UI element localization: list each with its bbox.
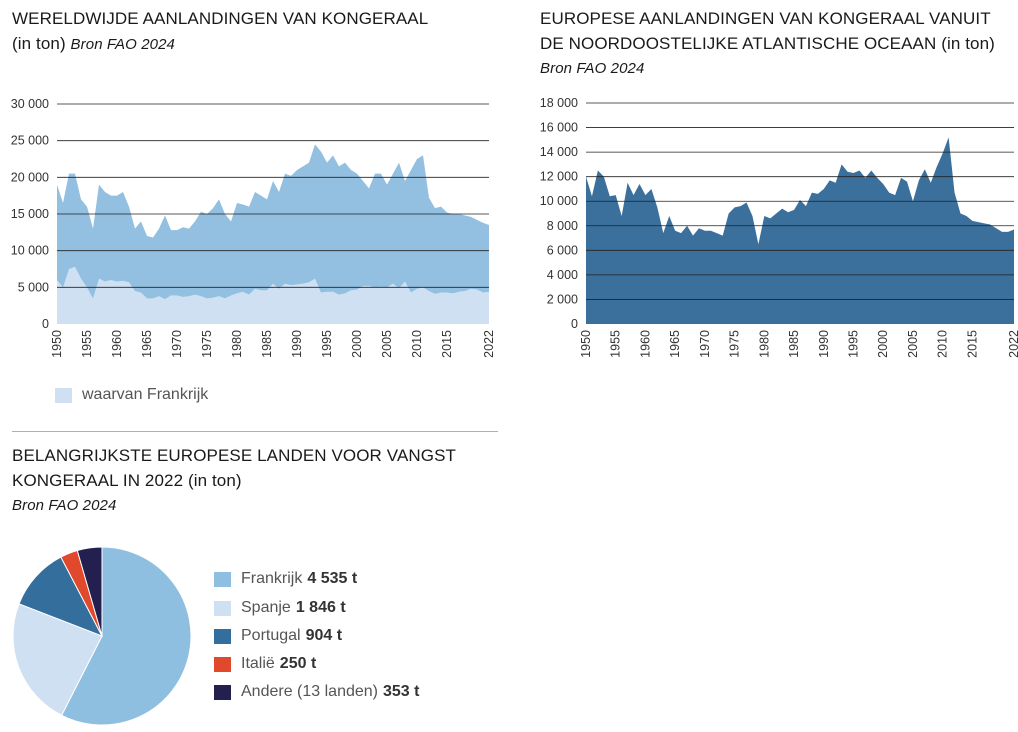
chart1-source: Bron FAO 2024 — [70, 36, 175, 53]
chart2-xtick-3: 1965 — [668, 330, 682, 358]
chart1-xtick-14: 2022 — [482, 330, 496, 358]
chart2-ytick-9: 18 000 — [540, 96, 578, 110]
pie-legend-label-andere-13-landen: Andere (13 landen) — [241, 683, 378, 700]
chart1-xtick-0: 1950 — [50, 330, 64, 358]
chart1-title: WERELDWIJDE AANLANDINGEN VAN KONGERAAL (… — [12, 9, 429, 53]
chart2-xtick-0: 1950 — [579, 330, 593, 358]
chart2-xtick-12: 2010 — [936, 330, 950, 358]
chart1-ytick-0: 0 — [42, 317, 49, 331]
chart2-xtick-10: 2000 — [876, 330, 890, 358]
chart1-xtick-3: 1965 — [140, 330, 154, 358]
chart1-ytick-6: 30 000 — [11, 97, 49, 111]
pie-legend-value-spanje: 1 846 t — [295, 599, 346, 616]
chart1-xtick-11: 2005 — [380, 330, 394, 358]
pie-slice-frankrijk — [60, 546, 192, 726]
pie-slice-andere-13-landen — [76, 546, 103, 637]
chart1-ytick-2: 10 000 — [11, 244, 49, 258]
pie-legend-swatch-itali — [214, 656, 231, 672]
chart2-ytick-7: 14 000 — [540, 145, 578, 159]
chart3-title: BELANGRIJKSTE EUROPESE LANDEN VOOR VANGS… — [12, 443, 492, 518]
pie-legend-swatch-spanje — [214, 600, 231, 616]
chart2-ytick-3: 6 000 — [547, 243, 578, 257]
pie-legend-value-itali: 250 t — [279, 655, 317, 672]
chart2-area-series-1 — [586, 137, 1014, 324]
pie-legend-row-spanje: Spanje 1 846 t — [214, 598, 346, 618]
pie-slice-spanje — [12, 603, 103, 716]
chart2-xtick-6: 1980 — [757, 330, 771, 358]
chart1-xtick-10: 2000 — [350, 330, 364, 358]
chart1-xtick-4: 1970 — [170, 330, 184, 358]
chart2-xtick-1: 1955 — [609, 330, 623, 358]
pie-legend-row-frankrijk: Frankrijk 4 535 t — [214, 569, 357, 589]
chart1-area-series-1 — [57, 144, 489, 324]
pie-legend-value-frankrijk: 4 535 t — [307, 570, 358, 587]
chart1-xtick-8: 1990 — [290, 330, 304, 358]
chart2-ytick-4: 8 000 — [547, 219, 578, 233]
section-divider — [12, 431, 498, 432]
pie-legend-label-itali: Italië — [241, 655, 275, 672]
pie-legend-label-spanje: Spanje — [241, 599, 291, 616]
legend-label-frankrijk: waarvan Frankrijk — [82, 386, 209, 403]
chart2-xtick-8: 1990 — [817, 330, 831, 358]
pie-legend-value-andere-13-landen: 353 t — [382, 683, 420, 700]
pie-legend-row-andere-13-landen: Andere (13 landen) 353 t — [214, 682, 419, 702]
chart2-ytick-8: 16 000 — [540, 121, 578, 135]
chart1-xtick-9: 1995 — [320, 330, 334, 358]
chart2-xtick-2: 1960 — [638, 330, 652, 358]
chart2-ytick-2: 4 000 — [547, 268, 578, 282]
chart2-xtick-13: 2015 — [965, 330, 979, 358]
chart2-ytick-1: 2 000 — [547, 292, 578, 306]
chart3-source: Bron FAO 2024 — [12, 497, 117, 514]
chart2-xtick-5: 1975 — [728, 330, 742, 358]
chart2-xtick-9: 1995 — [847, 330, 861, 358]
pie-legend-label-portugal: Portugal — [241, 627, 301, 644]
chart1-ytick-3: 15 000 — [11, 207, 49, 221]
chart2-source: Bron FAO 2024 — [540, 60, 645, 77]
pie-legend-row-itali: Italië 250 t — [214, 654, 316, 674]
pie-legend-row-portugal: Portugal 904 t — [214, 626, 342, 646]
chart1-xtick-5: 1975 — [200, 330, 214, 358]
chart2-title: EUROPESE AANLANDINGEN VAN KONGERAAL VANU… — [540, 6, 1010, 81]
chart1-xtick-1: 1955 — [80, 330, 94, 358]
pie-legend-value-portugal: 904 t — [305, 627, 343, 644]
chart1-xtick-2: 1960 — [110, 330, 124, 358]
pie-legend-swatch-frankrijk — [214, 571, 231, 587]
chart1-legend: waarvan Frankrijk — [55, 386, 208, 404]
chart2-ytick-0: 0 — [571, 317, 578, 331]
chart1-xtick-6: 1980 — [230, 330, 244, 358]
chart1-ytick-4: 20 000 — [11, 170, 49, 184]
chart2-xtick-7: 1985 — [787, 330, 801, 358]
chart1-xtick-12: 2010 — [410, 330, 424, 358]
chart1-area-series-2 — [57, 266, 489, 324]
pie-legend-swatch-andere-13-landen — [214, 684, 231, 700]
chart2-xtick-14: 2022 — [1007, 330, 1018, 358]
legend-swatch-frankrijk — [55, 387, 72, 403]
chart1-xtick-13: 2015 — [440, 330, 454, 358]
chart1-ytick-1: 5 000 — [18, 280, 49, 294]
pie-legend-swatch-portugal — [214, 628, 231, 644]
pie-slice-portugal — [18, 556, 104, 637]
chart2-ytick-5: 10 000 — [540, 194, 578, 208]
chart2-xtick-4: 1970 — [698, 330, 712, 358]
pie-legend-label-frankrijk: Frankrijk — [241, 570, 303, 587]
chart2-ytick-6: 12 000 — [540, 170, 578, 184]
chart2-xtick-11: 2005 — [906, 330, 920, 358]
chart1-ytick-5: 25 000 — [11, 134, 49, 148]
chart1-xtick-7: 1985 — [260, 330, 274, 358]
